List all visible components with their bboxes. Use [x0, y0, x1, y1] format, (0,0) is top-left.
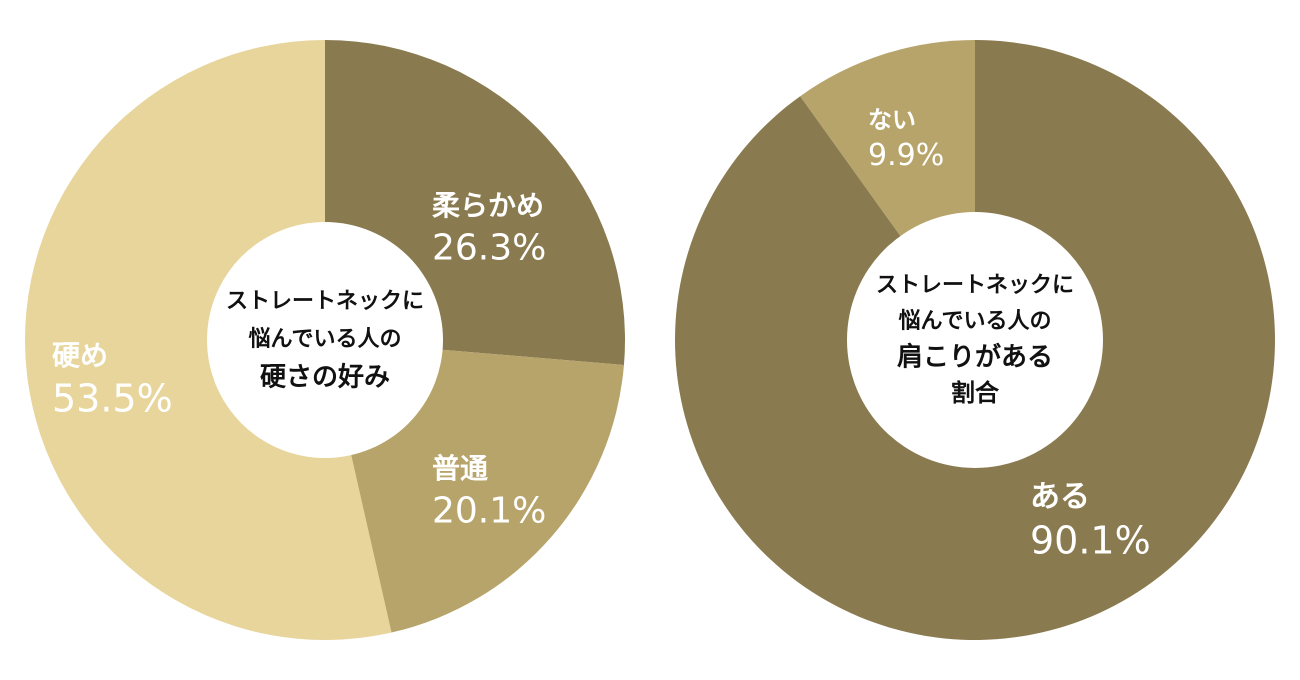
slice-value-1-1: 26.3% — [432, 227, 546, 268]
slice-value-1-2: 20.1% — [432, 490, 546, 531]
center-title-2-line-3: 肩こりがある — [897, 342, 1053, 373]
center-title-2-line-4: 割合 — [951, 379, 1000, 407]
slice-value-2-1: 90.1% — [1030, 519, 1151, 563]
slice-value-2-2: 9.9% — [868, 138, 944, 173]
center-title-1-line-1: ストレートネックに — [226, 289, 424, 314]
center-title-2-line-1: ストレートネックに — [876, 273, 1074, 298]
center-title-2-line-2: 悩んでいる人の — [899, 309, 1052, 334]
center-title-1-line-3: 硬さの好み — [260, 363, 390, 393]
slice-label-2-2: ない — [868, 106, 916, 134]
center-title-1-line-2: 悩んでいる人の — [249, 327, 402, 352]
donut-hole-2 — [847, 212, 1103, 468]
slice-label-1-1: 柔らかめ — [432, 189, 544, 222]
slice-label-1-2: 普通 — [432, 452, 488, 485]
slice-label-1-3: 硬め — [52, 339, 108, 372]
slice-value-1-3: 53.5% — [52, 376, 173, 420]
donut-hole-1 — [207, 222, 443, 458]
slice-label-2-1: ある — [1030, 480, 1090, 515]
